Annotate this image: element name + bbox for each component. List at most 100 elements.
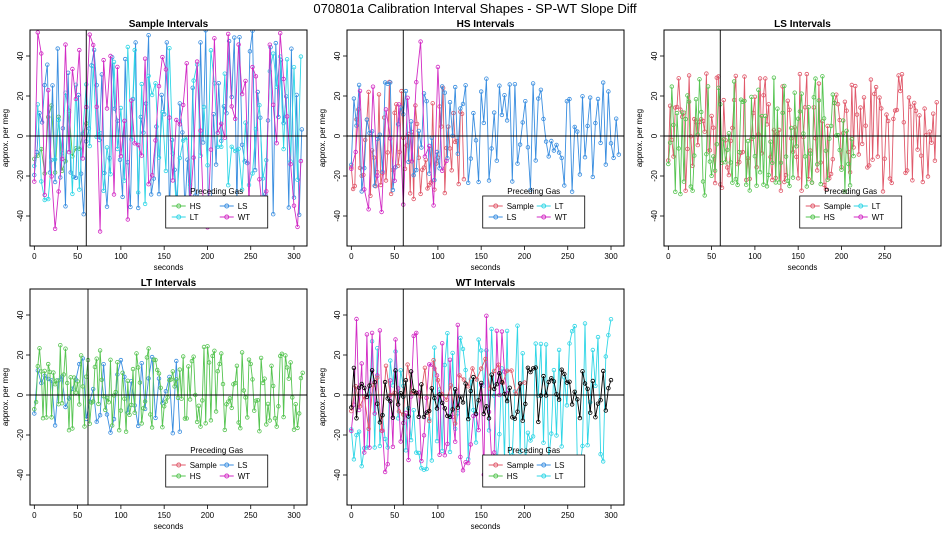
series-point-Sample: [932, 158, 938, 163]
legend-item-label: Sample: [824, 202, 852, 211]
series-point-HS: [837, 147, 842, 153]
legend: Preceding Gas Sample LT LS WT: [482, 187, 586, 229]
series-point-HS: [830, 92, 835, 97]
series-point-Sample: [870, 157, 875, 162]
series-point-none: [416, 414, 421, 419]
series-point-HS: [149, 425, 155, 430]
series-point-LT: [125, 44, 130, 50]
series-point-HS: [267, 418, 272, 423]
series-point-LT: [94, 134, 99, 140]
series-point-Sample: [711, 125, 716, 130]
series-point-Sample: [823, 186, 829, 192]
series-point-LS: [104, 204, 110, 209]
series-point-LT: [205, 163, 210, 168]
x-tick-label: 50: [707, 252, 716, 261]
series-point-HS: [269, 363, 274, 368]
series-point-WT: [125, 217, 130, 222]
series-point-LS: [291, 195, 297, 200]
series-point-WT: [354, 316, 359, 322]
series-point-Sample: [853, 83, 858, 89]
legend-swatch-point: [541, 214, 547, 220]
series-point-HS: [298, 375, 304, 381]
series-point-HS: [295, 425, 300, 431]
series-point-HS: [32, 407, 37, 412]
series-point-HS: [712, 168, 718, 173]
series-point-WT: [353, 149, 358, 155]
x-tick-label: 100: [114, 511, 128, 520]
series-point-Sample: [906, 95, 912, 100]
series-point-HS: [255, 398, 260, 403]
series-point-LS: [390, 187, 396, 193]
series-point-LT: [295, 177, 300, 182]
series-point-Sample: [408, 191, 413, 196]
series-point-LS: [575, 129, 580, 134]
series-point-LS: [73, 175, 79, 180]
series-point-WT: [264, 189, 269, 194]
series-point-HS: [165, 395, 170, 400]
series-point-HS: [44, 415, 49, 420]
series-point-LT: [486, 428, 492, 433]
series-point-HS: [796, 116, 801, 121]
series-point-LT: [385, 445, 390, 450]
series-point-LS: [45, 62, 50, 67]
series-point-HS: [697, 77, 702, 82]
y-tick-label: 40: [333, 310, 342, 319]
series-point-HS: [709, 173, 714, 178]
series-point-HS: [141, 406, 146, 411]
series-point-Sample: [425, 186, 430, 191]
series-point-none: [453, 387, 458, 392]
series-point-LT: [549, 431, 554, 436]
series-point-Sample: [456, 181, 461, 187]
series-point-Sample: [886, 118, 891, 124]
series-point-Sample: [858, 105, 863, 110]
series-point-WT: [101, 57, 106, 63]
series-point-Sample: [487, 386, 492, 391]
series-point-LT: [398, 368, 403, 373]
series-point-HS: [106, 400, 111, 405]
series-point-LS: [66, 396, 72, 401]
series-point-none: [525, 365, 531, 370]
x-tick-label: 200: [518, 511, 532, 520]
series-point-HS: [839, 167, 844, 172]
series-point-WT: [411, 333, 416, 339]
series-point-LS: [101, 362, 106, 367]
series-point-Sample: [783, 172, 789, 178]
series-point-LT: [77, 187, 82, 192]
series-point-HS: [726, 131, 732, 136]
plot-frame: [663, 29, 942, 247]
series-point-HS: [821, 116, 827, 121]
x-tick-label: 100: [431, 511, 445, 520]
series-point-HS: [704, 151, 709, 157]
series-point-none: [601, 368, 606, 374]
series-point-WT: [56, 189, 61, 194]
series-point-LT: [284, 57, 290, 62]
series-point-HS: [200, 398, 205, 403]
series-point-HS: [815, 162, 820, 167]
series-point-LS: [213, 162, 219, 167]
series-point-HS: [783, 154, 789, 159]
legend-box: [482, 454, 586, 488]
series-point-LS: [489, 146, 494, 151]
series-point-LS: [351, 96, 357, 101]
series-point-HS: [210, 353, 215, 359]
series-point-Sample: [667, 103, 673, 108]
series-point-none: [356, 385, 362, 390]
series-point-none: [460, 400, 466, 405]
series-point-HS: [279, 351, 285, 356]
series-point-WT: [427, 143, 432, 149]
series-point-LS: [32, 411, 37, 416]
series-point-HS: [58, 343, 63, 348]
legend-title: Preceding Gas: [507, 187, 560, 196]
series-point-LS: [156, 191, 162, 197]
series-point-Sample: [375, 375, 380, 380]
series-point-Sample: [912, 100, 917, 106]
y-tick-label: -20: [650, 170, 659, 182]
y-tick-label: 0: [333, 133, 342, 138]
legend-item-label: LS: [507, 213, 517, 222]
series-point-LS: [476, 179, 481, 185]
series-point-WT: [367, 445, 372, 450]
series-point-Sample: [873, 84, 879, 90]
series-point-LT: [515, 323, 520, 328]
legend-item-label: WT: [238, 213, 251, 222]
